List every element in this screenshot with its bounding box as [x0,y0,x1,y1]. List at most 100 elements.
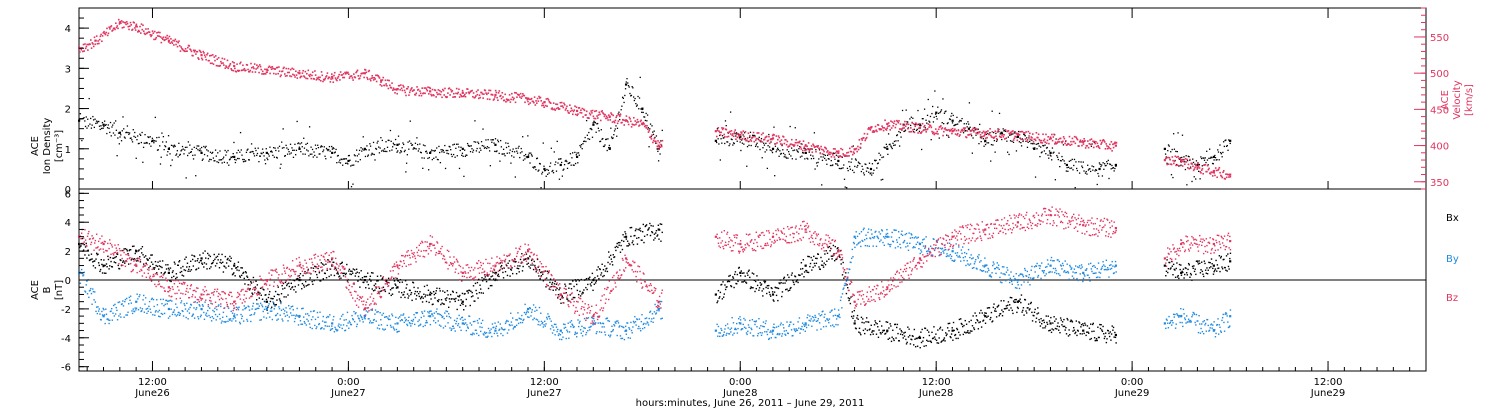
bottom-point-By [108,322,110,325]
bottom-point-Bx [552,289,554,291]
bottom-point-Bx [821,260,823,262]
top-point-pink [768,142,771,145]
top-point-black [95,122,97,125]
top-point-pink [375,74,377,77]
bottom-point-Bx [126,248,128,251]
bottom-point-Bx [829,250,831,252]
top-point-black [119,136,121,138]
bottom-point-Bx [594,282,597,284]
top-point-pink [779,143,782,145]
top-point-pink [228,65,230,68]
bottom-point-Bx [485,280,488,283]
top-point-black [871,163,874,165]
top-point-pink [825,148,828,150]
top-point-pink [251,71,254,73]
top-point-pink [511,92,513,95]
top-point-black [857,164,859,167]
bottom-point-Bx [1181,270,1183,273]
top-point-black [749,136,751,138]
top-point-black [427,169,430,171]
bottom-point-Bx [335,267,337,269]
bottom-point-Bx [597,266,599,268]
top-point-black [623,101,625,104]
bottom-point-Bx [964,319,966,322]
top-point-black [364,155,367,158]
bottom-point-Bx [920,331,922,333]
top-point-black [832,152,835,154]
top-point-pink [1045,133,1047,136]
bottom-point-Bx [970,319,972,322]
top-point-pink [373,76,376,79]
top-point-black [493,142,495,144]
bottom-point-By [159,316,161,318]
bottom-point-Bx [106,266,108,268]
top-point-black [552,169,554,172]
bottom-point-Bx [425,300,428,303]
top-point-black [409,120,411,122]
bottom-point-By [624,329,628,332]
top-point-black [164,145,166,147]
bottom-point-Bx [1014,301,1017,303]
top-point-pink [325,76,327,78]
bottom-point-Bx [163,273,165,275]
top-point-pink [1020,138,1022,141]
bottom-point-Bx [387,281,389,284]
top-point-pink [1167,156,1169,159]
top-point-pink [452,96,454,98]
top-point-black [321,145,323,148]
bottom-point-Bx [181,274,183,276]
top-point-black [655,142,657,144]
bottom-point-Bx [596,275,599,277]
bottom-point-Bx [102,264,105,267]
top-point-pink [232,69,235,72]
bottom-point-Bx [416,290,419,293]
top-point-black [1016,136,1018,139]
top-point-black [995,140,998,142]
top-point-pink [148,31,151,34]
top-point-black [178,154,181,156]
top-point-black [979,123,981,126]
bottom-point-Bx [1001,314,1004,317]
top-point-black [906,121,908,123]
top-point-pink [961,128,964,131]
bottom-point-Bx [1180,274,1183,276]
top-point-pink [331,73,333,75]
bottom-point-Bx [153,268,155,270]
bottom-point-By [252,302,255,305]
top-point-black [115,120,117,122]
bottom-point-By [301,307,303,310]
bottom-point-Bx [624,233,627,235]
top-point-black [954,124,956,126]
bottom-point-Bx [304,280,307,283]
top-point-pink [1192,169,1195,172]
top-point-black [585,119,588,122]
bottom-point-Bx [212,259,215,262]
bottom-point-Bx [122,260,125,262]
bottom-point-Bx [833,253,835,255]
bottom-point-Bx [1072,330,1074,332]
top-point-black [951,112,953,115]
bottom-point-Bx [1039,321,1041,323]
bottom-point-Bx [482,292,485,294]
bottom-point-By [97,306,99,308]
top-point-black [1192,158,1194,160]
top-point-black [894,144,896,146]
bottom-point-Bx [259,287,262,290]
top-point-pink [519,96,521,98]
bottom-point-By [201,308,203,311]
top-point-pink [1042,139,1045,142]
bottom-point-Bx [1084,324,1087,326]
bottom-point-By [184,308,187,310]
top-point-black [120,134,122,136]
bottom-point-Bx [594,276,596,279]
bottom-point-Bx [1091,323,1094,326]
bottom-point-By [289,312,292,314]
bottom-point-Bx [372,272,374,274]
top-point-black [614,128,616,130]
bottom-point-Bx [1103,337,1106,340]
bottom-point-By [114,303,116,306]
bottom-point-Bx [556,287,558,290]
bottom-point-Bx [813,255,815,258]
top-point-black [243,158,245,161]
top-point-black [1014,131,1016,133]
